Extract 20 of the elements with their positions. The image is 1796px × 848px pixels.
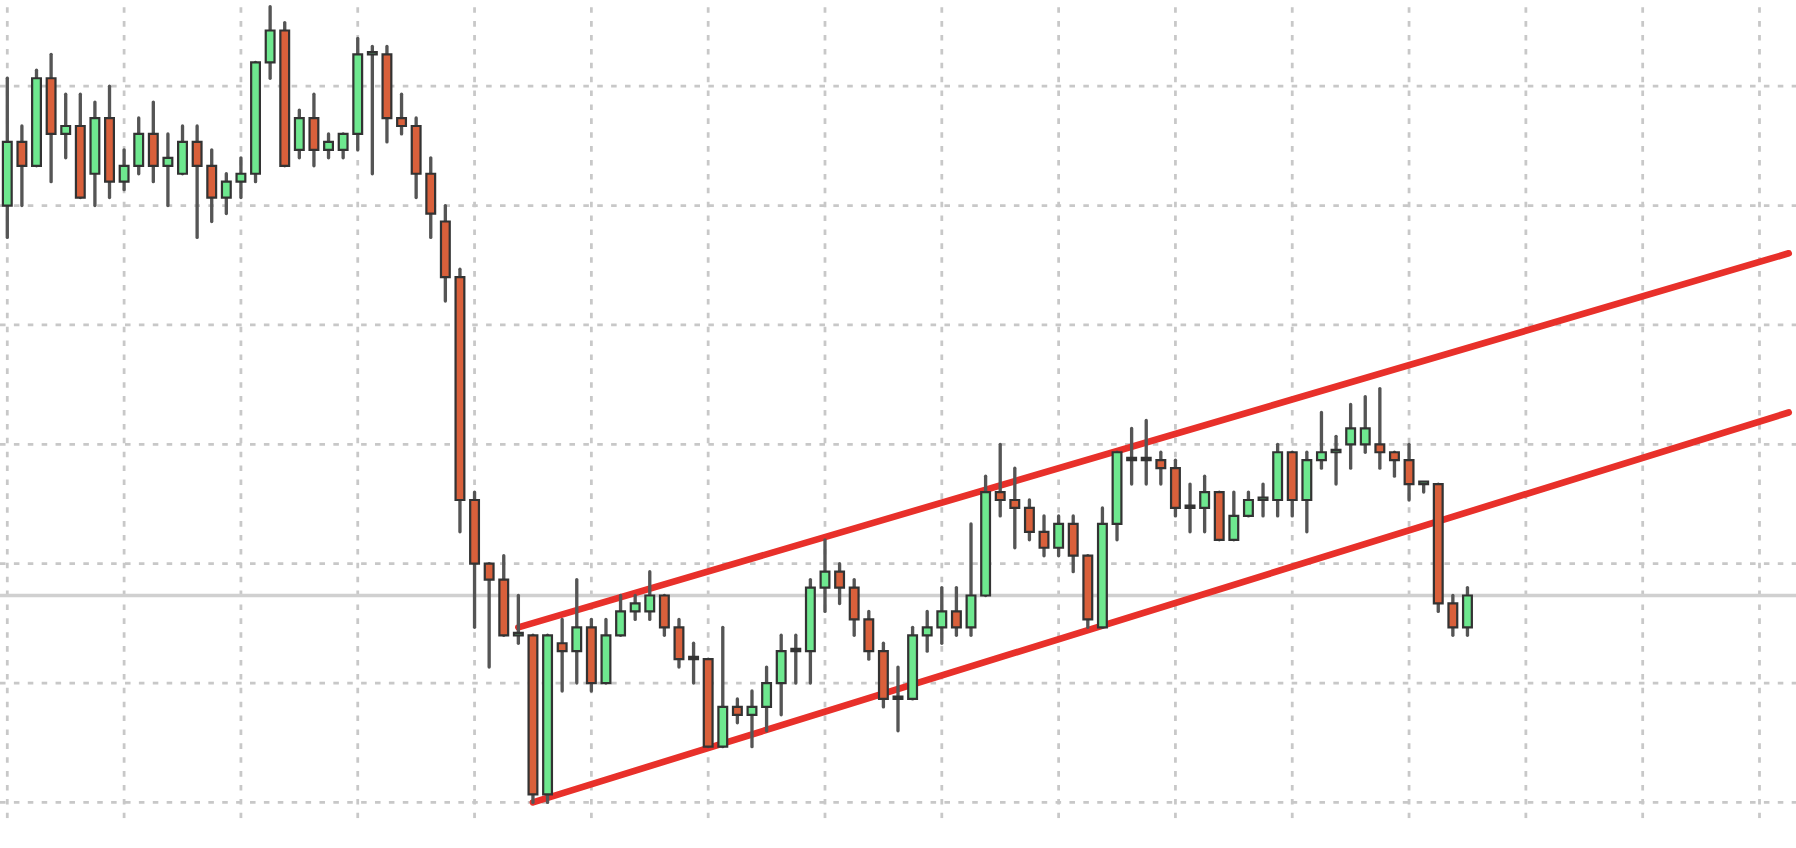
candlestick bbox=[761, 665, 773, 733]
candlestick bbox=[323, 132, 335, 160]
candlestick bbox=[877, 641, 889, 709]
candlestick bbox=[1461, 585, 1473, 637]
candlestick bbox=[1388, 450, 1400, 478]
candlestick bbox=[834, 562, 846, 606]
candlestick bbox=[950, 585, 962, 637]
candlestick bbox=[1169, 458, 1181, 518]
candlestick bbox=[688, 641, 700, 685]
candlestick bbox=[1330, 434, 1342, 486]
candlestick bbox=[177, 124, 189, 176]
candlestick bbox=[965, 522, 977, 637]
candlestick bbox=[1315, 410, 1327, 470]
candlestick bbox=[1345, 402, 1357, 470]
candlestick bbox=[615, 593, 627, 637]
candlestick bbox=[1242, 490, 1254, 518]
candlestick bbox=[396, 92, 408, 136]
candlestick bbox=[892, 665, 904, 733]
candlestick bbox=[819, 538, 831, 614]
candlestick bbox=[1023, 498, 1035, 542]
